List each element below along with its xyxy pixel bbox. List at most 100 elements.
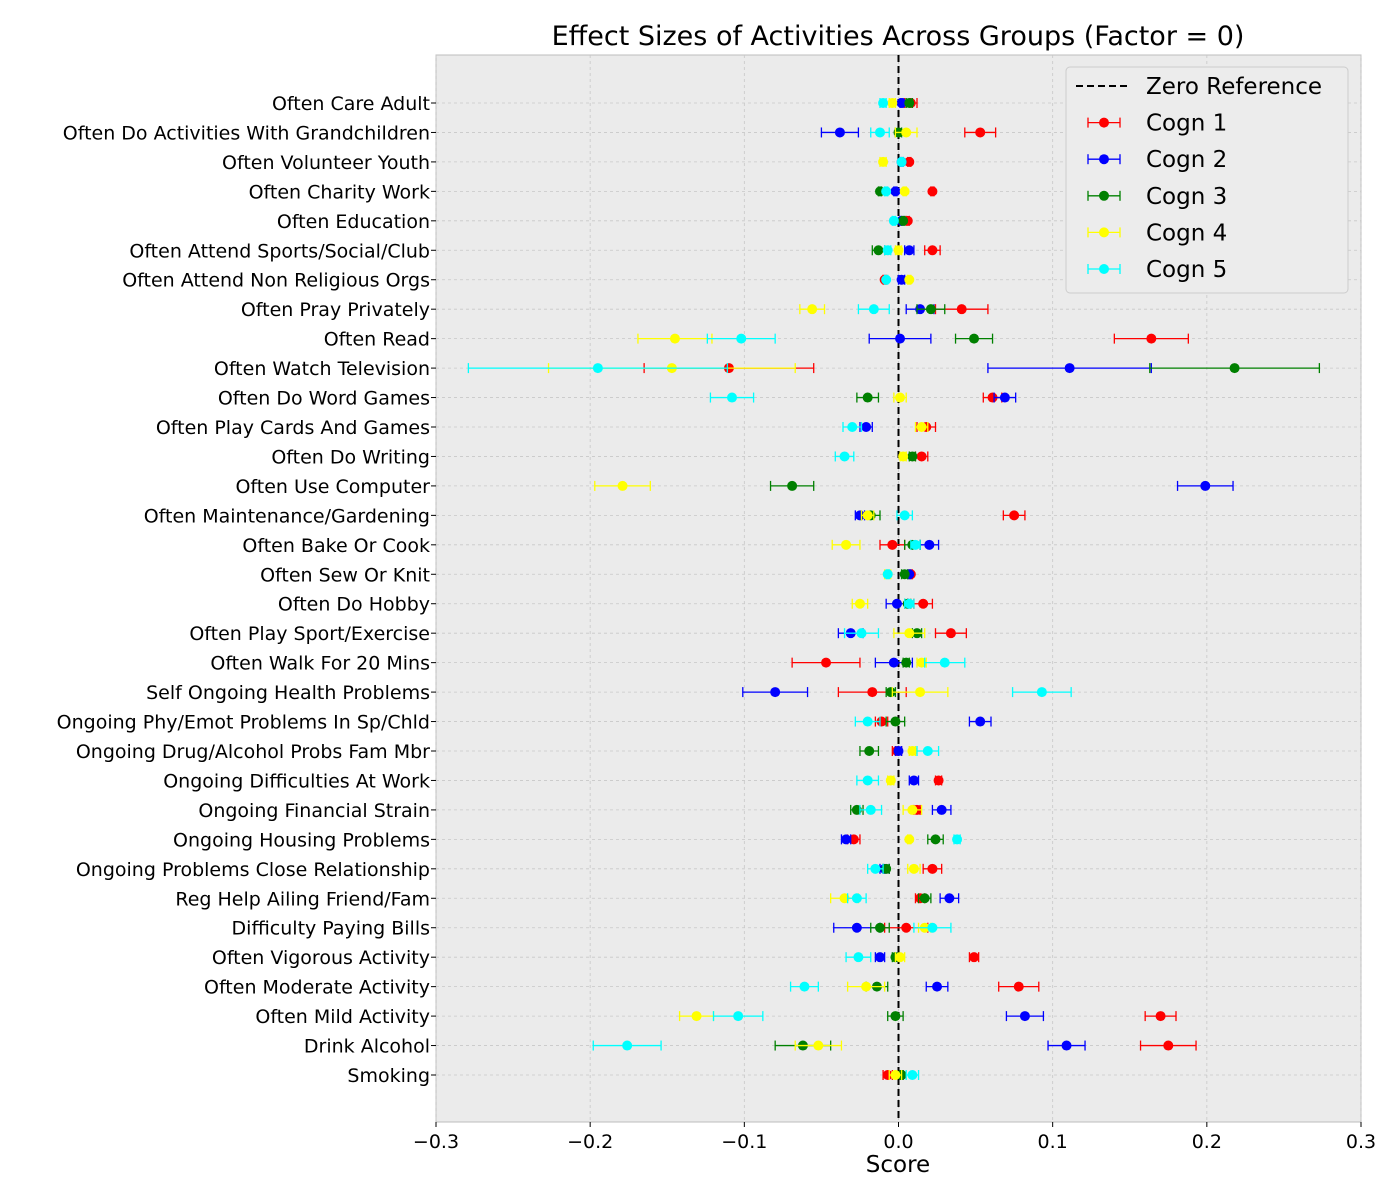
data-point bbox=[862, 716, 873, 727]
data-point bbox=[956, 304, 967, 315]
data-point bbox=[890, 1070, 901, 1080]
y-category-label: Often Do Word Games bbox=[218, 388, 430, 410]
data-point bbox=[592, 363, 603, 374]
y-axis-categories: Often Care Adult Often Do Activities With… bbox=[57, 93, 436, 1087]
data-point bbox=[853, 952, 864, 963]
series-cogn-5 bbox=[467, 98, 1072, 1080]
data-point bbox=[933, 775, 944, 786]
data-point bbox=[932, 981, 943, 992]
data-point bbox=[896, 274, 907, 285]
data-point bbox=[901, 657, 912, 668]
data-point bbox=[945, 628, 956, 639]
y-category-label: Drink Alcohol bbox=[304, 1036, 430, 1058]
series-cogn-3 bbox=[769, 98, 1321, 1080]
y-category-label: Often Play Sport/Exercise bbox=[189, 623, 430, 645]
data-point bbox=[927, 922, 938, 933]
y-category-label: Often Watch Television bbox=[214, 358, 430, 380]
data-point bbox=[904, 598, 915, 609]
x-tick-label: 0.0 bbox=[883, 1131, 913, 1153]
data-point bbox=[787, 480, 798, 491]
data-point bbox=[1013, 981, 1024, 992]
data-point bbox=[899, 186, 910, 197]
y-category-label: Often Do Hobby bbox=[278, 594, 430, 616]
data-point bbox=[691, 1011, 702, 1022]
x-tick-label: 0.3 bbox=[1346, 1131, 1376, 1153]
data-point bbox=[888, 657, 899, 668]
data-point bbox=[847, 422, 858, 432]
y-category-label: Often Care Adult bbox=[272, 93, 430, 115]
y-category-label: Ongoing Financial Strain bbox=[198, 800, 430, 822]
data-point bbox=[887, 539, 898, 550]
y-category-label: Often Bake Or Cook bbox=[242, 535, 430, 557]
x-tick-label: −0.3 bbox=[413, 1131, 459, 1153]
data-point bbox=[896, 98, 907, 108]
data-point bbox=[885, 687, 896, 698]
data-point bbox=[851, 893, 862, 904]
y-category-label: Ongoing Phy/Emot Problems In Sp/Chld bbox=[57, 712, 430, 734]
data-point bbox=[770, 687, 781, 698]
data-point bbox=[975, 716, 986, 727]
data-point bbox=[936, 804, 947, 815]
legend-label-reference: Zero Reference bbox=[1146, 74, 1322, 100]
data-point bbox=[904, 98, 915, 108]
data-point bbox=[918, 598, 929, 609]
data-point bbox=[916, 451, 927, 462]
data-point bbox=[915, 687, 926, 698]
y-category-label: Often Charity Work bbox=[249, 181, 430, 203]
data-point bbox=[839, 451, 850, 462]
data-point bbox=[890, 716, 901, 727]
data-point bbox=[975, 127, 986, 138]
data-point bbox=[799, 981, 810, 992]
data-point bbox=[952, 834, 963, 845]
y-category-label: Often Education bbox=[277, 211, 430, 233]
data-point bbox=[922, 746, 933, 756]
y-category-label: Often Use Computer bbox=[235, 476, 430, 498]
data-point bbox=[888, 215, 899, 226]
y-category-label: Often Play Cards And Games bbox=[156, 417, 430, 439]
data-point bbox=[925, 304, 936, 315]
data-point bbox=[907, 451, 918, 462]
y-category-label: Ongoing Problems Close Relationship bbox=[76, 859, 430, 881]
x-axis-ticks: −0.3 −0.2 −0.1 0.0 0.1 0.2 0.3 bbox=[413, 1122, 1376, 1153]
data-point bbox=[1146, 333, 1157, 344]
data-point bbox=[898, 215, 909, 226]
series-layer bbox=[467, 98, 1321, 1080]
data-point bbox=[864, 746, 875, 756]
data-point bbox=[727, 392, 737, 403]
data-point bbox=[924, 539, 935, 550]
data-point bbox=[867, 687, 878, 698]
data-point bbox=[882, 569, 893, 580]
data-point bbox=[807, 304, 818, 315]
legend-swatch-marker bbox=[1099, 154, 1109, 165]
data-point bbox=[919, 893, 930, 904]
x-tick-label: 0.1 bbox=[1038, 1131, 1068, 1153]
data-point bbox=[895, 952, 906, 963]
data-point bbox=[865, 804, 876, 815]
data-point bbox=[1009, 510, 1020, 521]
data-point bbox=[887, 98, 898, 108]
data-point bbox=[841, 539, 852, 550]
y-category-label: Often Walk For 20 Mins bbox=[210, 653, 430, 675]
legend-label: Cogn 1 bbox=[1146, 111, 1227, 137]
legend-label: Cogn 4 bbox=[1146, 220, 1227, 246]
data-point bbox=[944, 893, 955, 904]
data-point bbox=[882, 245, 893, 256]
x-tick-label: −0.1 bbox=[721, 1131, 767, 1153]
chart-title: Effect Sizes of Activities Across Groups… bbox=[552, 21, 1245, 52]
data-point bbox=[939, 657, 950, 668]
data-point bbox=[1061, 1040, 1072, 1051]
y-category-label: Self Ongoing Health Problems bbox=[146, 682, 430, 704]
data-point bbox=[878, 98, 889, 108]
data-point bbox=[927, 186, 938, 197]
data-point bbox=[878, 156, 889, 167]
data-point bbox=[885, 775, 896, 786]
legend-label: Cogn 3 bbox=[1146, 184, 1227, 210]
data-point bbox=[1019, 1011, 1030, 1022]
data-point bbox=[873, 245, 884, 256]
data-point bbox=[834, 127, 845, 138]
y-category-label: Often Moderate Activity bbox=[204, 977, 430, 999]
y-category-label: Difficulty Paying Bills bbox=[232, 918, 430, 940]
y-category-label: Often Maintenance/Gardening bbox=[144, 505, 430, 527]
data-point bbox=[893, 746, 904, 756]
